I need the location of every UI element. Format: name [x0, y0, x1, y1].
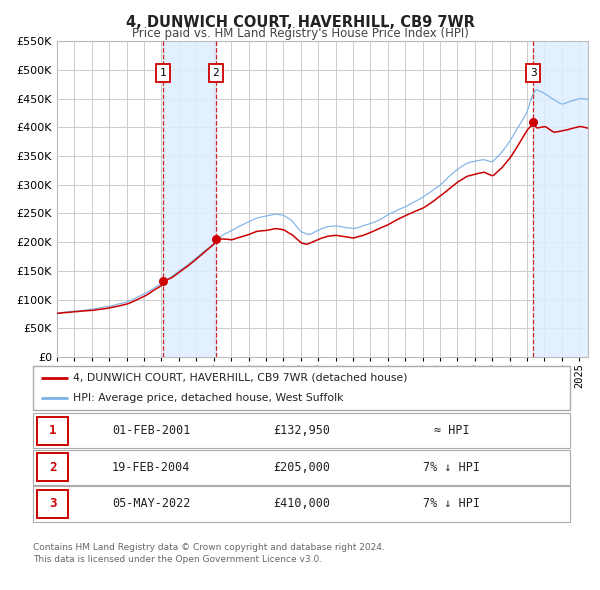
Text: Contains HM Land Registry data © Crown copyright and database right 2024.: Contains HM Land Registry data © Crown c… — [33, 543, 385, 552]
FancyBboxPatch shape — [33, 366, 570, 410]
Text: 1: 1 — [49, 424, 56, 437]
Bar — [163, 41, 216, 357]
Text: 19-FEB-2004: 19-FEB-2004 — [112, 461, 190, 474]
Text: 2: 2 — [49, 461, 56, 474]
FancyBboxPatch shape — [33, 450, 570, 485]
Text: £132,950: £132,950 — [273, 424, 330, 437]
Text: 01-FEB-2001: 01-FEB-2001 — [112, 424, 190, 437]
FancyBboxPatch shape — [37, 453, 68, 481]
Text: 1: 1 — [160, 68, 166, 78]
Text: This data is licensed under the Open Government Licence v3.0.: This data is licensed under the Open Gov… — [33, 555, 322, 563]
Text: 4, DUNWICH COURT, HAVERHILL, CB9 7WR: 4, DUNWICH COURT, HAVERHILL, CB9 7WR — [125, 15, 475, 30]
Text: HPI: Average price, detached house, West Suffolk: HPI: Average price, detached house, West… — [73, 393, 344, 403]
FancyBboxPatch shape — [33, 413, 570, 448]
FancyBboxPatch shape — [33, 486, 570, 522]
Text: 7% ↓ HPI: 7% ↓ HPI — [424, 497, 481, 510]
FancyBboxPatch shape — [37, 490, 68, 518]
Text: £205,000: £205,000 — [273, 461, 330, 474]
FancyBboxPatch shape — [37, 417, 68, 445]
Text: 7% ↓ HPI: 7% ↓ HPI — [424, 461, 481, 474]
Text: ≈ HPI: ≈ HPI — [434, 424, 470, 437]
Text: 2: 2 — [212, 68, 219, 78]
Text: 3: 3 — [49, 497, 56, 510]
Text: £410,000: £410,000 — [273, 497, 330, 510]
Text: 05-MAY-2022: 05-MAY-2022 — [112, 497, 190, 510]
Text: Price paid vs. HM Land Registry's House Price Index (HPI): Price paid vs. HM Land Registry's House … — [131, 27, 469, 40]
Text: 3: 3 — [530, 68, 536, 78]
Bar — [533, 41, 588, 357]
Text: 4, DUNWICH COURT, HAVERHILL, CB9 7WR (detached house): 4, DUNWICH COURT, HAVERHILL, CB9 7WR (de… — [73, 373, 408, 383]
